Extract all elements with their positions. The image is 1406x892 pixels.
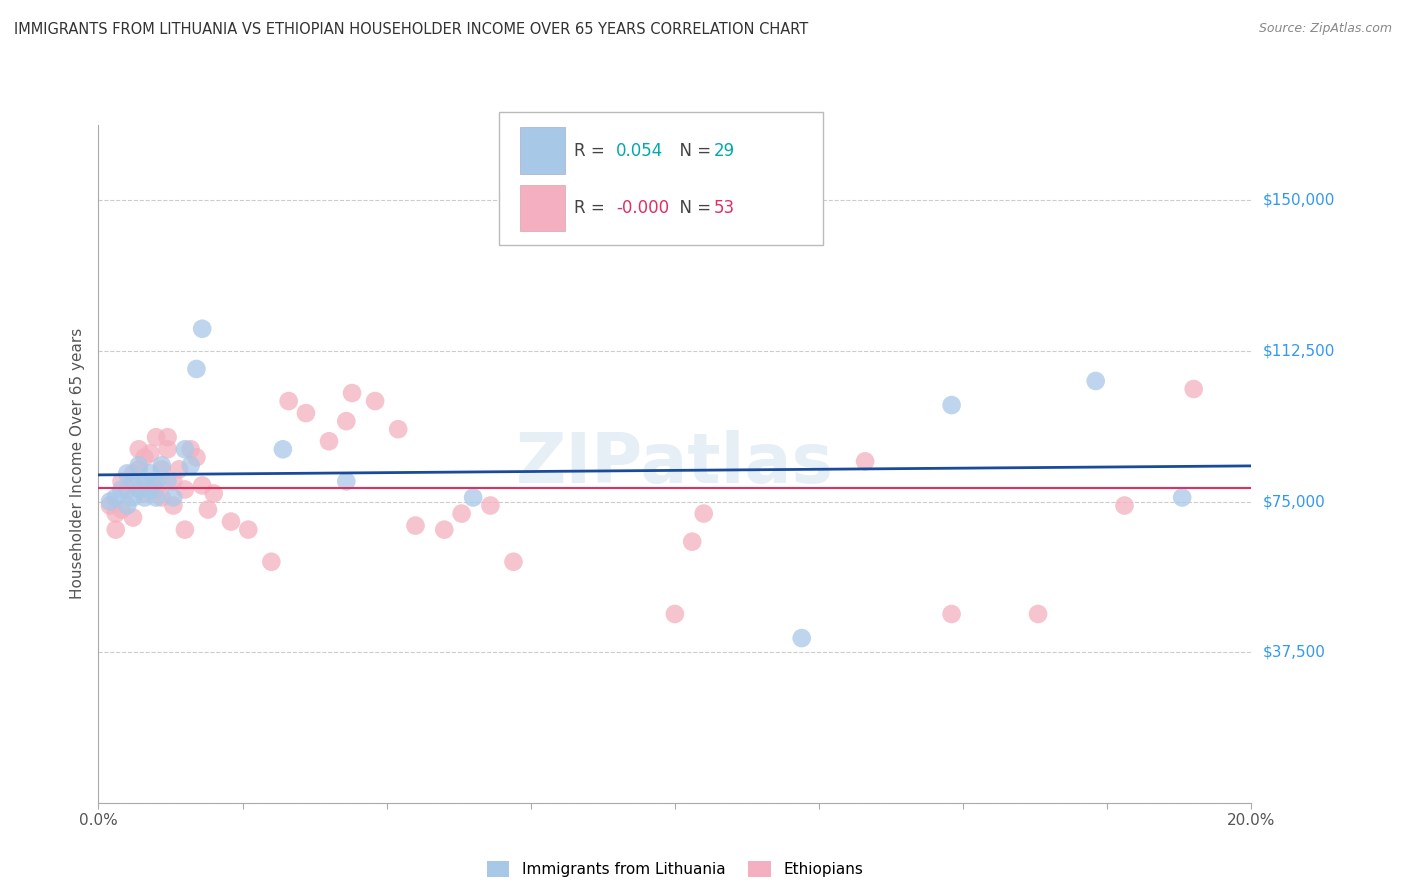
Point	[128, 442, 150, 457]
Point	[461, 491, 484, 505]
Point	[167, 462, 190, 476]
Point	[156, 430, 179, 444]
Point	[1114, 499, 1136, 513]
Point	[219, 515, 242, 529]
Point	[318, 434, 340, 449]
Point	[1182, 382, 1205, 396]
Point	[364, 394, 387, 409]
Point	[174, 523, 197, 537]
Text: R =: R =	[574, 142, 610, 160]
Point	[681, 534, 703, 549]
Point	[162, 499, 184, 513]
Point	[941, 607, 963, 621]
Point	[433, 523, 456, 537]
Point	[191, 322, 214, 336]
Point	[150, 491, 173, 505]
Point	[202, 486, 225, 500]
Point	[405, 518, 427, 533]
Point	[139, 483, 162, 497]
Point	[110, 502, 132, 516]
Point	[191, 478, 214, 492]
Point	[139, 467, 162, 481]
Point	[128, 458, 150, 473]
Point	[238, 523, 260, 537]
Text: 53: 53	[714, 199, 735, 217]
Point	[295, 406, 318, 420]
Point	[260, 555, 283, 569]
Point	[145, 430, 167, 444]
Point	[98, 494, 121, 508]
Point	[134, 486, 156, 500]
Point	[128, 462, 150, 476]
Point	[186, 362, 208, 376]
Point	[941, 398, 963, 412]
Point	[104, 491, 127, 505]
Point	[145, 475, 167, 489]
Point	[277, 394, 299, 409]
Point	[180, 442, 202, 457]
Text: $75,000: $75,000	[1263, 494, 1326, 509]
Text: R =: R =	[574, 199, 610, 217]
Point	[134, 450, 156, 465]
Point	[98, 499, 121, 513]
Text: N =: N =	[669, 199, 717, 217]
Point	[335, 414, 357, 428]
Point	[110, 483, 132, 497]
Point	[150, 458, 173, 473]
Point	[110, 475, 132, 489]
Text: $150,000: $150,000	[1263, 193, 1334, 208]
Text: 0.054: 0.054	[616, 142, 664, 160]
Point	[117, 499, 138, 513]
Point	[1026, 607, 1049, 621]
Text: Source: ZipAtlas.com: Source: ZipAtlas.com	[1258, 22, 1392, 36]
Point	[150, 462, 173, 476]
Point	[104, 523, 127, 537]
Text: N =: N =	[669, 142, 717, 160]
Point	[340, 386, 363, 401]
Point	[128, 483, 150, 497]
Point	[335, 475, 357, 489]
Point	[479, 499, 502, 513]
Point	[162, 475, 184, 489]
Point	[853, 454, 876, 468]
Point	[174, 483, 197, 497]
Point	[139, 446, 162, 460]
Text: 29: 29	[714, 142, 735, 160]
Point	[664, 607, 686, 621]
Text: $112,500: $112,500	[1263, 343, 1334, 359]
Point	[134, 491, 156, 505]
Text: -0.000: -0.000	[616, 199, 669, 217]
Point	[502, 555, 524, 569]
Point	[145, 483, 167, 497]
Point	[162, 491, 184, 505]
Point	[790, 631, 813, 645]
Point	[197, 502, 219, 516]
Point	[139, 475, 162, 489]
Point	[450, 507, 472, 521]
Point	[1084, 374, 1107, 388]
Point	[180, 458, 202, 473]
Point	[122, 467, 145, 481]
Point	[186, 450, 208, 465]
Text: $37,500: $37,500	[1263, 645, 1326, 660]
Point	[271, 442, 294, 457]
Point	[122, 491, 145, 505]
Point	[117, 483, 138, 497]
Point	[156, 442, 179, 457]
Point	[104, 507, 127, 521]
Point	[122, 510, 145, 524]
Text: IMMIGRANTS FROM LITHUANIA VS ETHIOPIAN HOUSEHOLDER INCOME OVER 65 YEARS CORRELAT: IMMIGRANTS FROM LITHUANIA VS ETHIOPIAN H…	[14, 22, 808, 37]
Point	[387, 422, 409, 436]
Text: ZIPatlas: ZIPatlas	[516, 430, 834, 498]
Point	[693, 507, 716, 521]
Point	[1171, 491, 1194, 505]
Point	[117, 467, 138, 481]
Y-axis label: Householder Income Over 65 years: Householder Income Over 65 years	[70, 328, 86, 599]
Point	[145, 491, 167, 505]
Point	[174, 442, 197, 457]
Point	[134, 475, 156, 489]
Point	[156, 475, 179, 489]
Point	[122, 475, 145, 489]
Legend: Immigrants from Lithuania, Ethiopians: Immigrants from Lithuania, Ethiopians	[481, 855, 869, 883]
